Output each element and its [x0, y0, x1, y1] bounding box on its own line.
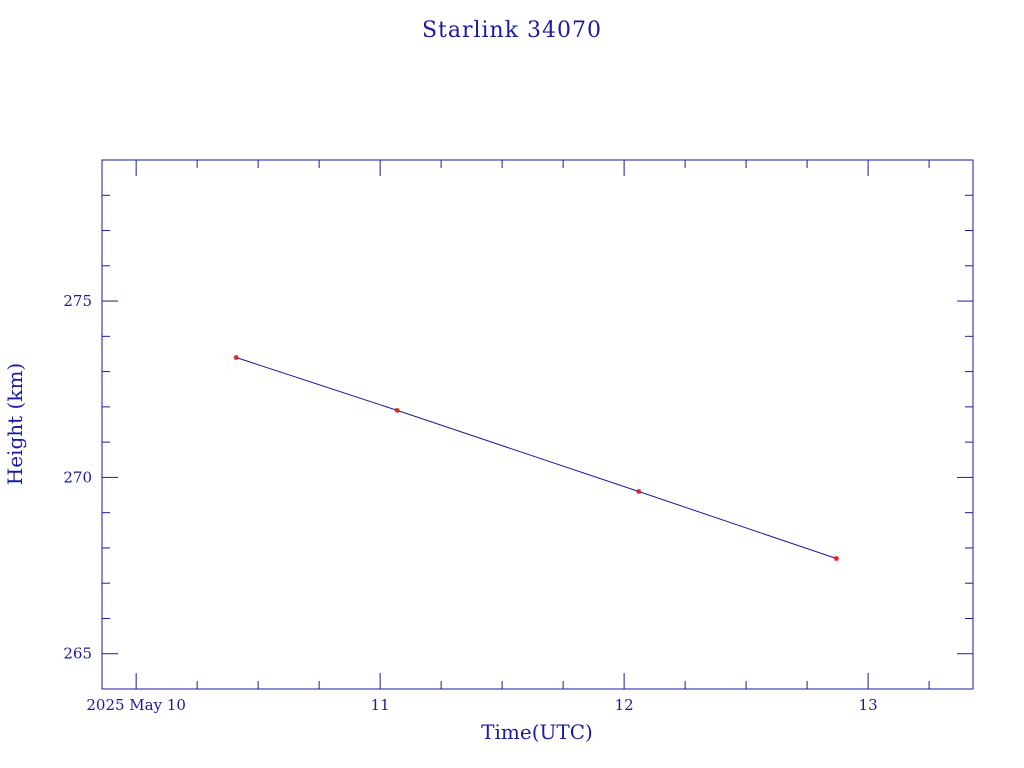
series-line: [236, 357, 837, 559]
data-point: [233, 354, 239, 360]
data-point: [636, 489, 642, 495]
axis-tick-labels: 2025 May 10 11 12 13 265 270 275: [63, 292, 877, 714]
data-point: [394, 407, 400, 413]
y-tick-label: 275: [63, 292, 92, 310]
data-point: [833, 556, 839, 562]
y-axis-label: Height (km): [3, 363, 27, 485]
x-tick-label: 13: [859, 696, 878, 714]
chart-title: Starlink 34070: [422, 18, 602, 43]
y-tick-label: 270: [63, 468, 92, 486]
x-axis-label: Time(UTC): [481, 720, 593, 744]
x-tick-label: 2025 May 10: [86, 696, 186, 714]
y-tick-label: 265: [63, 645, 92, 663]
series-layer: [233, 354, 839, 562]
x-tick-label: 11: [371, 696, 390, 714]
plot-frame: [101, 159, 974, 690]
x-tick-label: 12: [615, 696, 634, 714]
axis-ticks: [102, 159, 973, 690]
